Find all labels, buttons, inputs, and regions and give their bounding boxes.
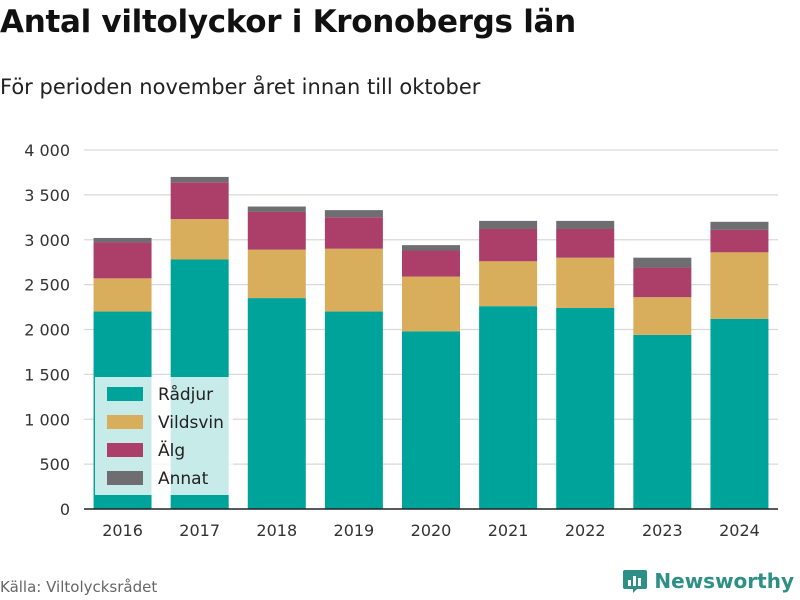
bar-segment-vildsvin	[93, 278, 152, 312]
bar-segment-älg	[556, 228, 615, 258]
y-tick-label: 1 000	[24, 410, 70, 429]
bar-segment-annat	[324, 210, 383, 218]
legend-swatch	[107, 415, 143, 429]
y-tick-label: 2 500	[24, 276, 70, 295]
x-tick-label: 2016	[102, 521, 143, 540]
bar-segment-älg	[170, 182, 229, 220]
x-tick-label: 2024	[719, 521, 760, 540]
bar-segment-älg	[633, 267, 692, 298]
x-tick-label: 2023	[642, 521, 683, 540]
bar-segment-vildsvin	[170, 219, 229, 260]
bar-segment-älg	[402, 250, 460, 277]
bar-segment-annat	[479, 220, 538, 229]
legend-label: Annat	[158, 469, 209, 489]
bar-segment-vildsvin	[710, 252, 769, 319]
legend-label: Vildsvin	[158, 413, 224, 433]
y-tick-label: 3 000	[24, 231, 70, 250]
y-tick-label: 0	[60, 500, 70, 519]
chart-title: Antal viltolyckor i Kronobergs län	[0, 4, 576, 40]
brand-name: Newsworthy	[654, 569, 794, 593]
brand: Newsworthy	[622, 568, 794, 594]
bar-segment-rådjur	[633, 334, 692, 509]
bar-segment-vildsvin	[324, 248, 383, 312]
bar-segment-vildsvin	[247, 249, 306, 299]
bar-segment-annat	[402, 245, 460, 251]
bar-segment-annat	[556, 220, 615, 229]
legend-swatch	[107, 471, 143, 485]
legend-swatch	[107, 387, 143, 401]
legend-label: Älg	[158, 440, 185, 461]
legend-label: Rådjur	[158, 384, 213, 405]
bar-segment-annat	[93, 237, 152, 243]
bar-segment-rådjur	[324, 311, 383, 509]
x-tick-label: 2017	[179, 521, 220, 540]
bar-segment-vildsvin	[633, 297, 692, 335]
bar-segment-vildsvin	[556, 257, 615, 308]
x-tick-label: 2018	[256, 521, 297, 540]
bar-segment-annat	[247, 206, 306, 212]
bar-segment-annat	[633, 257, 692, 268]
bar-segment-rådjur	[247, 298, 306, 509]
y-tick-label: 4 000	[24, 141, 70, 160]
bar-segment-älg	[93, 242, 152, 279]
y-tick-label: 3 500	[24, 186, 70, 205]
y-tick-label: 1 500	[24, 365, 70, 384]
x-tick-label: 2019	[334, 521, 375, 540]
x-tick-label: 2020	[411, 521, 452, 540]
bar-segment-annat	[710, 221, 769, 230]
bar-segment-rådjur	[402, 331, 460, 509]
bar-segment-älg	[247, 211, 306, 250]
source-note: Källa: Viltolycksrådet	[0, 578, 158, 596]
bar-segment-rådjur	[479, 306, 538, 509]
bar-segment-älg	[324, 217, 383, 249]
bar-segment-rådjur	[710, 318, 769, 509]
bar-segment-annat	[170, 176, 229, 183]
bar-segment-vildsvin	[402, 276, 460, 332]
bar-segment-rådjur	[556, 307, 615, 509]
y-tick-label: 2 000	[24, 321, 70, 340]
bar-segment-älg	[710, 229, 769, 253]
bar-segment-vildsvin	[479, 261, 538, 307]
bar-segment-älg	[479, 228, 538, 262]
y-tick-label: 500	[39, 455, 70, 474]
newsworthy-logo-icon	[623, 570, 648, 593]
x-tick-label: 2021	[488, 521, 529, 540]
legend-swatch	[107, 443, 143, 457]
chart-subtitle: För perioden november året innan till ok…	[0, 75, 481, 99]
x-tick-label: 2022	[565, 521, 606, 540]
